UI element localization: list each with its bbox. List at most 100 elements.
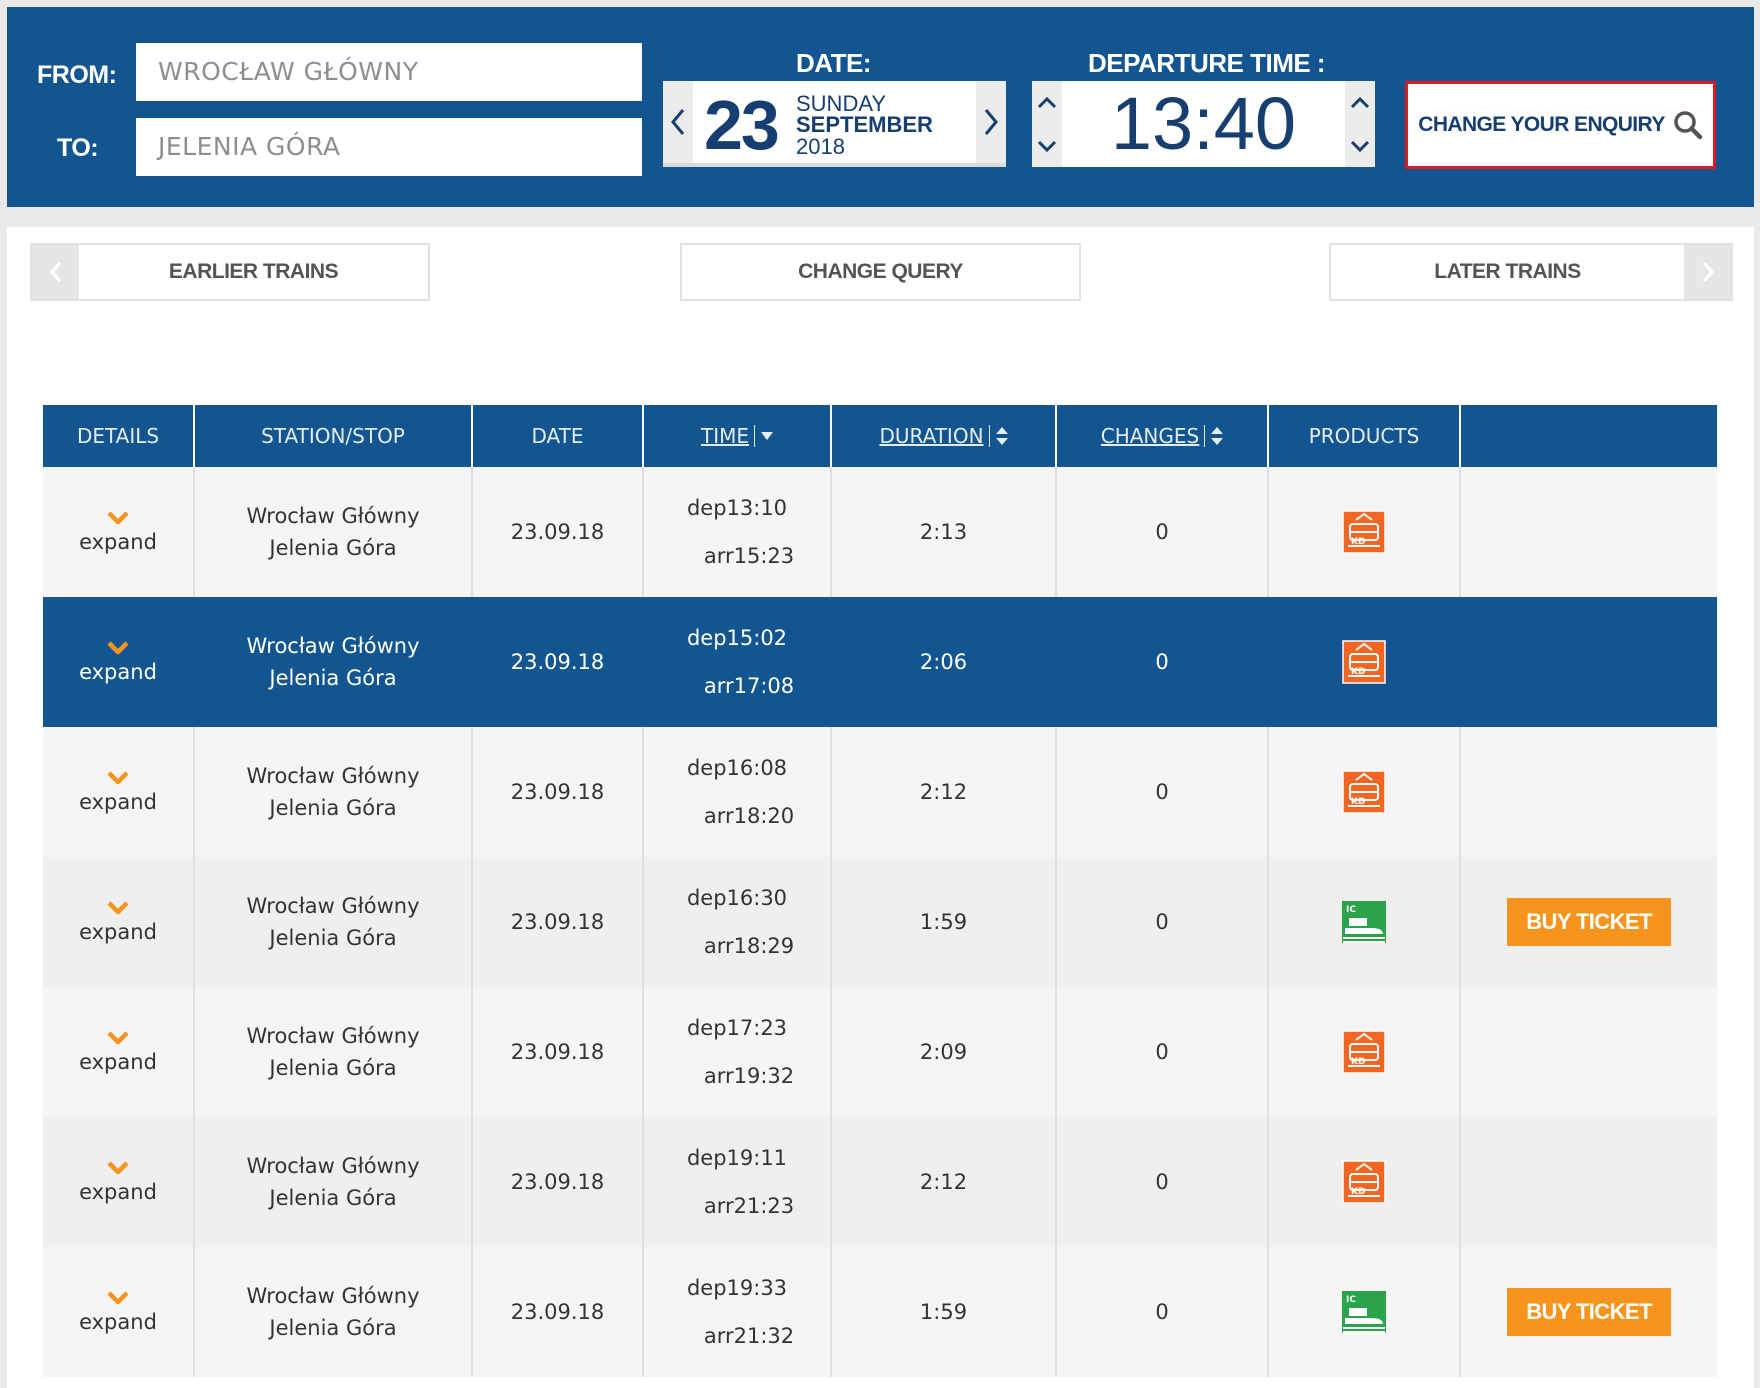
later-trains-button[interactable]: LATER TRAINS <box>1329 243 1733 301</box>
action-cell <box>1461 727 1717 857</box>
time-cell: dep16:08 arr18:20 <box>644 727 832 857</box>
departure-time: dep19:33 <box>686 1276 788 1300</box>
date-label: DATE: <box>796 48 872 78</box>
earlier-trains-label: EARLIER TRAINS <box>168 260 339 283</box>
duration-cell: 2:06 <box>919 650 968 674</box>
station-to: Jelenia Góra <box>269 1186 397 1210</box>
ic-train-icon: IC <box>1342 1291 1386 1333</box>
buy-ticket-button[interactable]: BUY TICKET <box>1507 898 1671 946</box>
table-row[interactable]: expand Wrocław Główny Jelenia Góra 23.09… <box>43 1117 1717 1247</box>
changes-cell: 0 <box>1057 727 1269 857</box>
date-year: 2018 <box>796 134 845 159</box>
chevron-down-icon <box>107 1161 129 1175</box>
expand-toggle[interactable]: expand <box>43 1247 195 1377</box>
col-duration-sort[interactable]: DURATION <box>832 405 1057 467</box>
arrival-time: arr18:29 <box>703 934 795 958</box>
table-row[interactable]: expand Wrocław Główny Jelenia Góra 23.09… <box>43 857 1717 987</box>
date-day: 23 <box>704 86 780 164</box>
kd-train-icon: KD <box>1342 1160 1386 1204</box>
station-to: Jelenia Góra <box>269 926 397 950</box>
action-cell: BUY TICKET <box>1461 1247 1717 1377</box>
col-changes-sort[interactable]: CHANGES <box>1057 405 1269 467</box>
next-day-button[interactable] <box>976 81 1006 163</box>
action-cell <box>1461 1117 1717 1247</box>
arrival-time: arr17:08 <box>703 674 795 698</box>
minute-down-icon[interactable] <box>1350 140 1370 152</box>
kd-train-icon: KD <box>1342 770 1386 814</box>
time-cell: dep19:33 arr21:32 <box>644 1247 832 1377</box>
action-cell <box>1461 987 1717 1117</box>
sort-icon <box>995 427 1008 445</box>
svg-text:KD: KD <box>1351 1187 1365 1197</box>
buy-ticket-button[interactable]: BUY TICKET <box>1507 1288 1671 1336</box>
departure-time-picker[interactable]: 13:40 <box>1032 81 1375 167</box>
duration-cell: 1:59 <box>832 1247 1057 1377</box>
product-cell: KD <box>1269 727 1461 857</box>
expand-toggle[interactable]: expand <box>43 467 195 597</box>
product-cell: KD <box>1269 987 1461 1117</box>
col-station: STATION/STOP <box>195 405 473 467</box>
hour-stepper <box>1032 81 1062 167</box>
col-details: DETAILS <box>43 405 195 467</box>
previous-day-button[interactable] <box>663 81 693 163</box>
to-station-input[interactable]: JELENIA GÓRA <box>136 118 642 176</box>
svg-text:KD: KD <box>1351 667 1365 677</box>
departure-time: dep16:30 <box>686 886 788 910</box>
change-query-button[interactable]: CHANGE QUERY <box>680 243 1081 301</box>
changes-cell: 0 <box>1057 857 1269 987</box>
expand-toggle[interactable]: expand <box>43 727 195 857</box>
table-row[interactable]: expand Wrocław Główny Jelenia Góra 23.09… <box>43 987 1717 1117</box>
chevron-down-icon <box>107 1291 129 1305</box>
departure-time-value: 13:40 <box>1110 82 1297 165</box>
departure-time: dep15:02 <box>686 626 788 650</box>
time-cell: dep17:23 arr19:32 <box>644 987 832 1117</box>
col-time-sort[interactable]: TIME <box>644 405 832 467</box>
expand-toggle[interactable]: expand <box>43 987 195 1117</box>
arrival-time: arr15:23 <box>703 544 795 568</box>
chevron-left-icon <box>49 262 61 282</box>
sort-icon <box>1211 427 1224 445</box>
earlier-trains-button[interactable]: EARLIER TRAINS <box>30 243 430 301</box>
minute-up-icon[interactable] <box>1350 96 1370 109</box>
chevron-down-icon <box>107 511 129 525</box>
action-cell <box>1461 467 1717 597</box>
later-trains-label: LATER TRAINS <box>1434 260 1581 283</box>
from-station-input[interactable]: WROCŁAW GŁÓWNY <box>136 43 642 101</box>
station-from: Wrocław Główny <box>246 1154 420 1178</box>
search-bar: FROM: TO: WROCŁAW GŁÓWNY JELENIA GÓRA DA… <box>7 7 1754 207</box>
station-to: Jelenia Góra <box>269 536 397 560</box>
duration-cell: 2:09 <box>832 987 1057 1117</box>
chevron-down-icon <box>107 771 129 785</box>
from-label: FROM: <box>37 61 117 89</box>
chevron-right-icon <box>984 109 998 135</box>
chevron-down-icon <box>107 901 129 915</box>
station-cell: Wrocław Główny Jelenia Góra <box>195 1117 473 1247</box>
date-month: SEPTEMBER <box>796 112 933 137</box>
results-panel: EARLIER TRAINS CHANGE QUERY LATER TRAINS… <box>7 227 1754 1388</box>
date-cell: 23.09.18 <box>473 727 644 857</box>
hour-up-icon[interactable] <box>1037 96 1057 109</box>
earlier-arrow <box>32 245 79 299</box>
changes-cell: 0 <box>1057 1117 1269 1247</box>
expand-label: expand <box>79 920 157 944</box>
product-cell: IC <box>1269 1247 1461 1377</box>
change-enquiry-button[interactable]: CHANGE YOUR ENQUIRY <box>1405 81 1716 169</box>
hour-down-icon[interactable] <box>1037 140 1057 152</box>
table-row[interactable]: expand Wrocław Główny Jelenia Góra 23.09… <box>43 597 1717 727</box>
station-to: Jelenia Góra <box>269 1056 397 1080</box>
station-cell: Wrocław Główny Jelenia Góra <box>195 467 473 597</box>
kd-train-icon: KD <box>1342 640 1386 684</box>
expand-toggle[interactable]: expand <box>43 597 195 727</box>
date-weekday: SUNDAY <box>796 91 887 116</box>
product-cell: KD <box>1269 597 1461 727</box>
table-row[interactable]: expand Wrocław Główny Jelenia Góra 23.09… <box>43 727 1717 857</box>
date-picker[interactable]: 23 SUNDAY SEPTEMBER 2018 <box>663 81 1006 167</box>
expand-toggle[interactable]: expand <box>43 857 195 987</box>
expand-toggle[interactable]: expand <box>43 1117 195 1247</box>
table-row[interactable]: expand Wrocław Główny Jelenia Góra 23.09… <box>43 1247 1717 1377</box>
expand-label: expand <box>79 1310 157 1334</box>
table-row[interactable]: expand Wrocław Główny Jelenia Góra 23.09… <box>43 467 1717 597</box>
svg-text:KD: KD <box>1351 537 1365 547</box>
date-cell: 23.09.18 <box>473 467 644 597</box>
expand-label: expand <box>79 530 157 554</box>
